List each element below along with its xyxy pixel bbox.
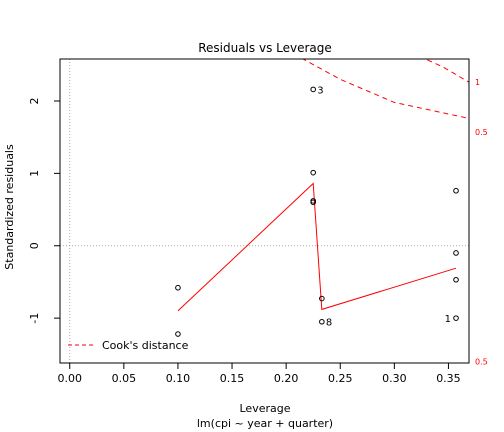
x-tick-label: 0.15 [220, 372, 245, 385]
data-point [310, 86, 316, 93]
chart-title: Residuals vs Leverage [198, 41, 332, 55]
plot-area: 3 8 1 1 0.5 0.5 [59, 58, 488, 367]
plot-inner [60, 59, 469, 363]
data-point [310, 169, 316, 176]
legend: Cook's distance [68, 339, 189, 352]
x-tick-label: 0.05 [112, 372, 137, 385]
y-axis-label: Standardized residuals [3, 144, 16, 270]
contour-level-label: 1 [475, 78, 480, 87]
plot-frame [59, 58, 470, 364]
x-axis-label: Leverage [240, 402, 291, 415]
legend-label: Cook's distance [102, 339, 189, 352]
y-tick-label: 0 [28, 242, 41, 249]
smooth-line [177, 182, 457, 312]
cooks-contour-0.5 [424, 59, 469, 83]
x-tick-label: 0.20 [274, 372, 299, 385]
data-point [453, 250, 459, 256]
data-point [319, 318, 325, 325]
chart-subtitle: lm(cpi ~ year + quarter) [197, 417, 333, 430]
y-tick-label: 1 [28, 170, 41, 177]
data-point [453, 187, 459, 194]
contour-level-label: 0.5 [475, 128, 488, 137]
data-point [175, 331, 181, 337]
y-axis: -1 0 1 2 [28, 97, 61, 324]
x-tick-label: 0.25 [328, 372, 353, 385]
data-point [310, 199, 316, 206]
point-label: 1 [445, 314, 451, 325]
data-point [453, 276, 459, 283]
point-label: 8 [326, 318, 332, 329]
y-tick-label: -1 [28, 313, 41, 324]
x-tick-label: 0.00 [57, 372, 82, 385]
y-tick-label: 2 [28, 97, 41, 104]
contour-level-label: 0.5 [475, 358, 488, 367]
x-tick-label: 0.35 [436, 372, 461, 385]
cooks-contour-1 [301, 59, 469, 119]
x-axis: 0.00 0.05 0.10 0.15 0.20 0.25 0.30 0.35 [57, 362, 461, 385]
data-point [319, 295, 325, 302]
x-tick-label: 0.10 [166, 372, 191, 385]
x-tick-label: 0.30 [382, 372, 407, 385]
data-point [453, 315, 459, 321]
point-label: 3 [317, 85, 323, 96]
data-point [175, 284, 181, 291]
